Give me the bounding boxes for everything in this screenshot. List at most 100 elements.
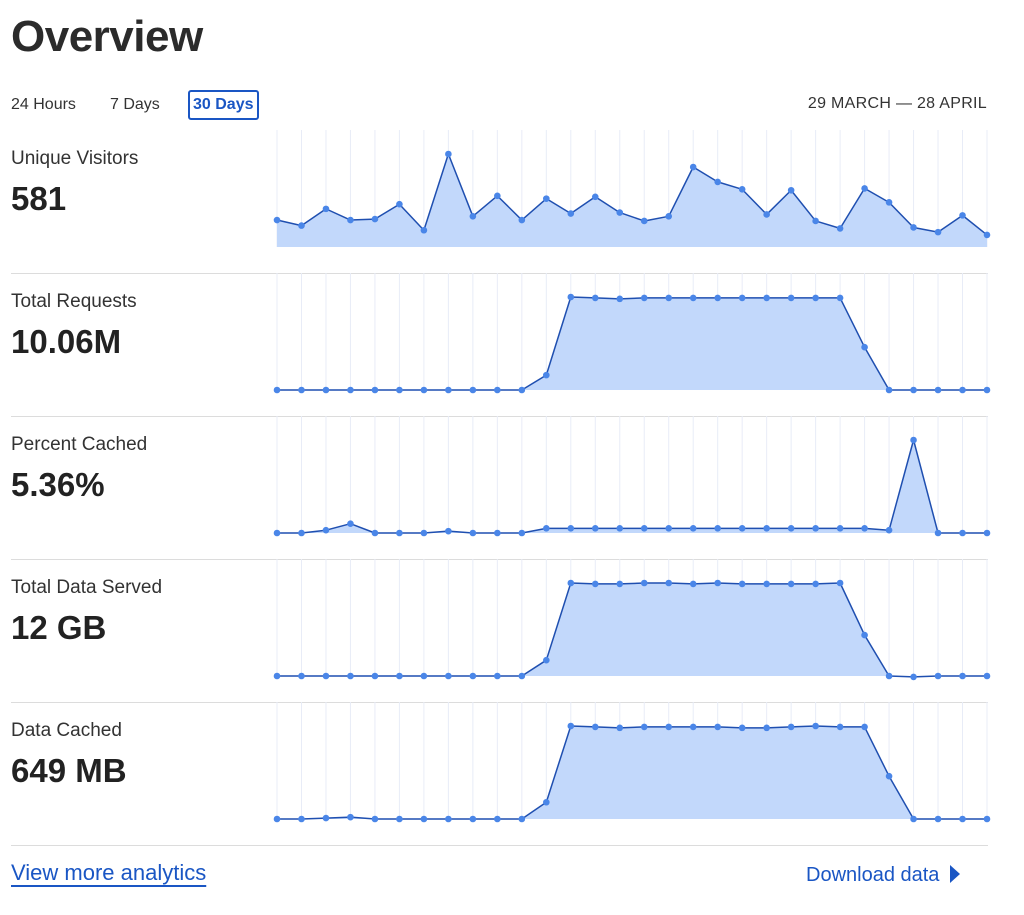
data-point [494, 386, 501, 394]
data-point [396, 200, 403, 208]
data-point [494, 192, 501, 200]
data-point [934, 529, 942, 537]
view-more-analytics-link[interactable]: View more analytics [11, 860, 207, 885]
data-point [910, 224, 917, 231]
sparkline-unique-visitors [273, 130, 991, 247]
data-point [983, 386, 991, 394]
data-point [959, 386, 966, 394]
metric-data-cached: Data Cached 649 MB [11, 702, 991, 846]
tab-30-days[interactable]: 30 Days [188, 90, 259, 120]
data-point [836, 723, 844, 731]
metric-label: Percent Cached [11, 434, 148, 455]
download-data-label: Download data [806, 864, 940, 886]
data-point [273, 529, 281, 537]
data-point [396, 386, 403, 394]
tab-24-hours[interactable]: 24 Hours [11, 96, 76, 113]
data-point [812, 580, 819, 588]
data-point [861, 185, 868, 192]
metric-label: Total Requests [11, 291, 137, 312]
data-point [714, 579, 721, 587]
data-point [420, 815, 428, 823]
data-point [347, 813, 354, 821]
data-point [763, 525, 770, 532]
metric-label: Data Cached [11, 720, 122, 741]
data-point [885, 772, 893, 780]
data-point [983, 231, 991, 239]
series-line [276, 153, 988, 236]
data-point [861, 343, 868, 351]
data-point [665, 579, 673, 587]
data-point [347, 520, 354, 527]
data-point [934, 815, 942, 823]
data-point [445, 672, 452, 680]
data-point [396, 529, 403, 537]
data-point [665, 294, 673, 302]
data-point [836, 294, 844, 302]
data-point [616, 209, 624, 216]
data-point [836, 525, 844, 532]
data-point [738, 294, 746, 302]
data-point [959, 212, 966, 219]
data-point [445, 815, 452, 823]
data-point [836, 579, 844, 587]
data-point [616, 525, 624, 532]
data-point [347, 386, 354, 394]
data-point [567, 525, 575, 532]
tab-7-days[interactable]: 7 Days [110, 96, 160, 113]
data-point [812, 722, 819, 730]
metric-value: 581 [11, 180, 67, 217]
data-point [273, 216, 281, 224]
area-fill [277, 440, 987, 533]
area-fill [277, 726, 987, 819]
sparkline-data-cached [273, 702, 991, 823]
data-point [763, 211, 770, 218]
data-point [371, 386, 379, 394]
data-point [861, 631, 868, 639]
data-point [738, 724, 746, 732]
caret-right-icon [950, 865, 961, 883]
data-point [763, 294, 770, 302]
data-point [959, 529, 966, 537]
series-line [277, 296, 987, 391]
data-point [910, 815, 917, 823]
download-data-button[interactable]: Download data [806, 864, 961, 887]
data-point [543, 798, 550, 806]
metric-percent-cached: Percent Cached 5.36% [11, 416, 991, 560]
sparkline-total-data-served [273, 559, 991, 681]
data-point [689, 163, 697, 171]
data-point [420, 529, 428, 537]
area-fill [277, 154, 987, 247]
data-point [591, 193, 599, 201]
data-point [518, 529, 526, 537]
data-point [347, 216, 354, 224]
data-point [518, 386, 526, 394]
data-point [518, 815, 526, 823]
series-line [277, 725, 987, 820]
data-point [640, 217, 648, 225]
data-point [689, 294, 697, 302]
data-point [910, 673, 917, 681]
data-point [959, 672, 966, 680]
data-point [322, 526, 330, 534]
data-point [591, 294, 599, 302]
data-point [371, 672, 379, 680]
data-point [273, 815, 281, 823]
metric-label: Total Data Served [11, 577, 163, 598]
data-point [371, 215, 379, 223]
data-point [591, 580, 599, 588]
data-point [469, 529, 477, 537]
data-point [640, 723, 648, 731]
data-point [861, 525, 868, 532]
data-point [763, 580, 770, 588]
data-point [591, 723, 599, 731]
metric-label: Unique Visitors [11, 148, 139, 169]
metric-value: 5.36% [11, 466, 105, 503]
data-point [689, 723, 697, 731]
data-point [543, 525, 550, 532]
data-point [567, 210, 575, 217]
data-point [273, 672, 281, 680]
data-point [885, 672, 893, 680]
data-point [567, 722, 575, 730]
data-point [665, 213, 673, 220]
data-point [640, 579, 648, 587]
